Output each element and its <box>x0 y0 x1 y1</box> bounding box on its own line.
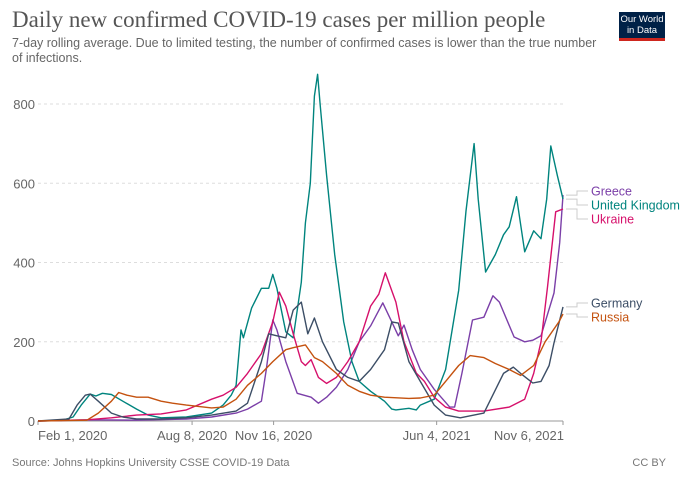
chart-subtitle: 7-day rolling average. Due to limited te… <box>12 36 597 65</box>
series-line-russia[interactable] <box>37 313 564 422</box>
chart-title: Daily new confirmed COVID-19 cases per m… <box>12 7 546 32</box>
legend-connector <box>566 190 588 196</box>
legend-label-ukraine[interactable]: Ukraine <box>591 213 634 227</box>
legend-connector <box>566 208 588 220</box>
legend-label-russia[interactable]: Russia <box>591 311 629 325</box>
logo-line-1: Our World <box>620 14 664 25</box>
logo-line-2: in Data <box>626 24 658 36</box>
x-tick-label: Aug 8, 2020 <box>157 428 227 443</box>
legend-label-germany[interactable]: Germany <box>591 297 643 311</box>
legend-connector <box>566 313 588 318</box>
license-link[interactable]: CC BY <box>632 457 666 469</box>
x-tick-label: Nov 16, 2020 <box>235 428 312 443</box>
series-line-united-kingdom[interactable] <box>37 73 564 422</box>
x-tick-label: Jun 4, 2021 <box>403 428 471 443</box>
legend-connector <box>566 302 588 308</box>
series-line-germany[interactable] <box>37 301 564 422</box>
legend-label-greece[interactable]: Greece <box>591 185 632 199</box>
series-line-ukraine[interactable] <box>37 208 564 422</box>
x-tick-label: Nov 6, 2021 <box>494 428 564 443</box>
y-tick-label: 200 <box>13 335 35 350</box>
x-tick-label: Feb 1, 2020 <box>38 428 107 443</box>
y-tick-label: 800 <box>13 97 35 112</box>
y-tick-label: 400 <box>13 256 35 271</box>
series-line-greece[interactable] <box>37 195 564 422</box>
legend-label-united-kingdom[interactable]: United Kingdom <box>591 199 680 213</box>
source-note: Source: Johns Hopkins University CSSE CO… <box>12 457 290 469</box>
owid-logo[interactable]: Our World in Data <box>619 12 665 41</box>
legend-connector <box>566 198 588 206</box>
y-tick-label: 600 <box>13 176 35 191</box>
y-tick-label: 0 <box>28 414 35 429</box>
